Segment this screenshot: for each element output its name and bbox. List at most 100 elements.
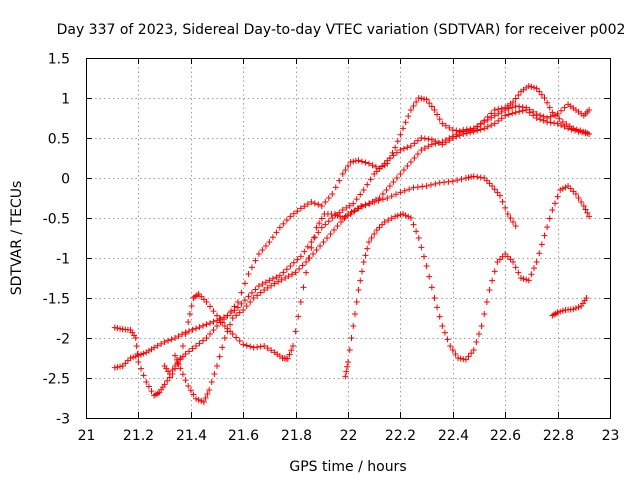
data-point — [489, 277, 496, 284]
data-point — [477, 126, 484, 133]
data-point — [259, 281, 266, 288]
data-point — [530, 108, 537, 115]
data-point — [582, 206, 589, 213]
data-point — [341, 215, 348, 221]
data-point — [193, 343, 200, 349]
data-point — [117, 325, 124, 332]
data-point — [200, 399, 207, 405]
data-point — [122, 360, 129, 367]
data-point — [177, 365, 184, 372]
data-point — [444, 336, 451, 343]
data-point — [250, 344, 257, 351]
data-point — [331, 211, 338, 217]
data-point — [389, 149, 396, 156]
data-point — [193, 325, 200, 332]
data-point — [474, 173, 481, 180]
data-point — [179, 371, 186, 378]
data-point — [289, 343, 296, 349]
data-point — [517, 275, 524, 281]
data-point — [426, 273, 433, 280]
data-point — [346, 202, 353, 209]
data-point — [345, 359, 351, 365]
data-point — [392, 213, 399, 220]
data-point — [355, 157, 362, 164]
data-point — [373, 168, 380, 175]
data-point — [499, 253, 506, 260]
data-point — [476, 331, 482, 337]
data-point — [200, 296, 207, 303]
data-point — [216, 353, 223, 360]
data-point — [379, 191, 386, 197]
data-point — [375, 197, 382, 204]
data-point — [132, 335, 139, 341]
data-point — [386, 155, 393, 162]
data-point — [414, 184, 421, 191]
data-point — [566, 123, 573, 130]
data-point — [204, 391, 211, 397]
data-point — [185, 319, 192, 325]
data-point — [515, 269, 522, 276]
data-point — [294, 208, 301, 215]
data-point — [322, 199, 329, 205]
data-point — [436, 179, 443, 186]
data-point — [276, 272, 283, 279]
data-point — [405, 213, 412, 220]
data-point — [186, 311, 193, 317]
data-point — [166, 371, 173, 377]
data-point — [294, 256, 301, 263]
data-point — [423, 263, 430, 269]
data-point — [394, 138, 401, 145]
data-point — [400, 211, 407, 217]
data-point — [544, 224, 551, 231]
data-point — [388, 215, 395, 222]
data-point — [315, 201, 322, 208]
data-point — [449, 127, 456, 133]
data-point — [512, 223, 519, 229]
data-point — [221, 335, 228, 341]
data-point — [558, 107, 565, 114]
data-point — [491, 268, 498, 275]
data-point — [484, 113, 491, 120]
data-point — [347, 159, 354, 165]
data-point — [295, 313, 302, 320]
data-point — [434, 304, 441, 311]
data-point — [318, 224, 325, 231]
data-point — [462, 356, 469, 363]
data-point — [578, 199, 585, 205]
data-point — [474, 123, 481, 130]
data-point — [463, 128, 470, 135]
data-point — [214, 317, 220, 324]
data-point — [470, 347, 477, 353]
data-point — [458, 176, 465, 183]
data-point — [507, 256, 514, 263]
data-point — [401, 187, 408, 194]
x-tick-label: 22 — [340, 428, 358, 444]
data-point — [436, 116, 443, 123]
data-point — [345, 163, 351, 169]
data-point — [329, 191, 336, 197]
data-point — [441, 179, 448, 186]
data-point — [229, 315, 236, 321]
data-point — [276, 224, 283, 231]
series-sat-3 — [172, 101, 593, 405]
data-point — [273, 229, 280, 236]
series-sat-1 — [111, 173, 519, 399]
data-point — [310, 251, 317, 257]
data-point — [351, 208, 358, 215]
data-point — [217, 319, 224, 326]
data-point — [504, 253, 511, 260]
data-point — [410, 184, 417, 191]
data-point — [317, 243, 324, 249]
x-tick-label: 22.6 — [490, 428, 521, 444]
data-point — [233, 334, 240, 341]
data-point — [499, 198, 506, 205]
data-point — [523, 276, 530, 283]
data-point — [516, 108, 523, 115]
data-point — [528, 271, 535, 278]
data-point — [264, 345, 271, 352]
data-point — [465, 174, 472, 181]
data-point — [551, 200, 558, 207]
data-point — [462, 175, 469, 181]
data-point — [227, 308, 234, 315]
data-point — [502, 251, 509, 257]
